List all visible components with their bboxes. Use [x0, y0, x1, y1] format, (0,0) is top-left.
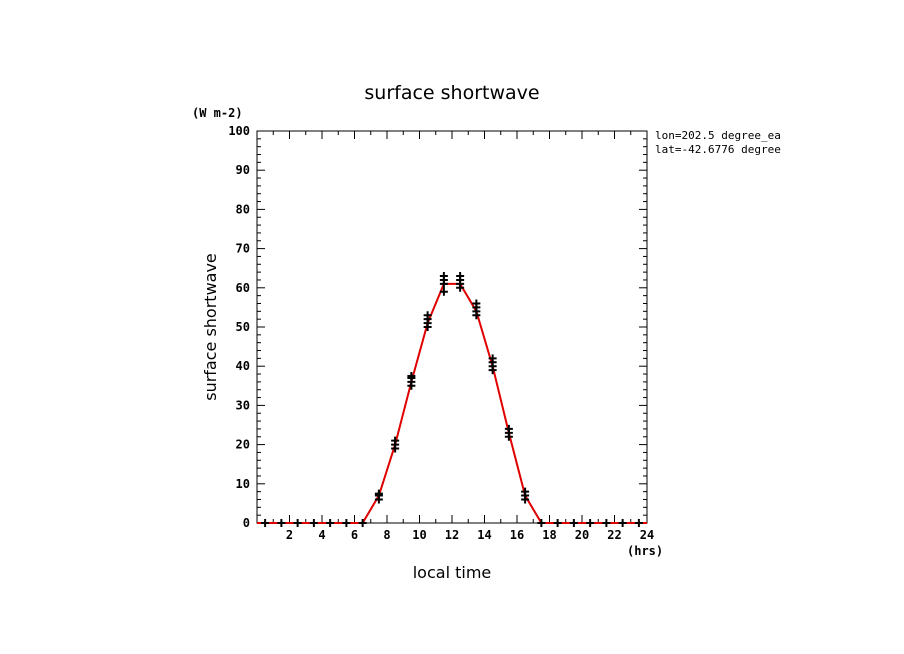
y-tick-label: 60 [236, 281, 250, 295]
data-point [358, 519, 367, 527]
data-point [326, 519, 335, 527]
data-point [553, 519, 562, 527]
data-point [472, 299, 481, 308]
data-point [342, 519, 351, 527]
x-tick-label: 8 [383, 528, 390, 542]
x-tick-label: 18 [542, 528, 556, 542]
axes: 2 4 6 8 10 12 14 16 18 20 22 2401020304050607080901… [228, 124, 654, 542]
data-point [407, 372, 416, 380]
y-tick-label: 70 [236, 242, 250, 256]
data-point [586, 519, 595, 527]
data-point [504, 424, 513, 433]
data-point [261, 519, 270, 527]
x-tick-label: 4 [318, 528, 325, 542]
y-tick-label: 90 [236, 163, 250, 177]
x-tick-label: 14 [477, 528, 491, 542]
x-tick-label: 16 [510, 528, 524, 542]
data-point [488, 354, 497, 363]
data-point [309, 519, 318, 527]
series-line [257, 282, 647, 524]
data-point [602, 519, 611, 527]
y-tick-label: 20 [236, 438, 250, 452]
x-units-label: (hrs) [627, 544, 663, 558]
chart-title: surface shortwave [364, 82, 539, 104]
info-line-lon: lon=202.5 degree_ea [655, 129, 781, 142]
data-point [391, 436, 400, 445]
x-tick-label: 24 [640, 528, 654, 542]
x-tick-label: 20 [575, 528, 589, 542]
data-point [537, 519, 546, 527]
series-line-group [257, 282, 647, 524]
y-tick-label: 40 [236, 359, 250, 373]
plot-frame [256, 130, 648, 524]
data-point [569, 519, 578, 527]
data-point [439, 287, 448, 296]
y-tick-label: 80 [236, 202, 250, 216]
x-tick-label: 2 [286, 528, 293, 542]
data-point [634, 519, 643, 527]
x-tick-label: 12 [445, 528, 459, 542]
info-line-lat: lat=-42.6776 degree [655, 143, 781, 156]
data-point [439, 272, 448, 281]
x-tick-label: 10 [412, 528, 426, 542]
x-tick-label: 6 [351, 528, 358, 542]
y-tick-label: 0 [243, 516, 250, 530]
data-point [618, 519, 627, 527]
y-tick-label: 50 [236, 320, 250, 334]
data-point [293, 519, 302, 527]
x-tick-label: 22 [607, 528, 621, 542]
y-tick-label: 100 [228, 124, 250, 138]
data-point [277, 519, 286, 527]
data-point [456, 272, 465, 281]
y-units-label: (W m-2) [192, 106, 243, 120]
y-tick-label: 30 [236, 398, 250, 412]
series-markers-group [261, 272, 643, 527]
data-point [423, 311, 432, 320]
data-point [374, 489, 383, 498]
data-point [521, 487, 530, 496]
y-tick-label: 10 [236, 477, 250, 491]
x-axis-label: local time [413, 563, 492, 582]
y-axis-label: surface shortwave [201, 253, 220, 401]
